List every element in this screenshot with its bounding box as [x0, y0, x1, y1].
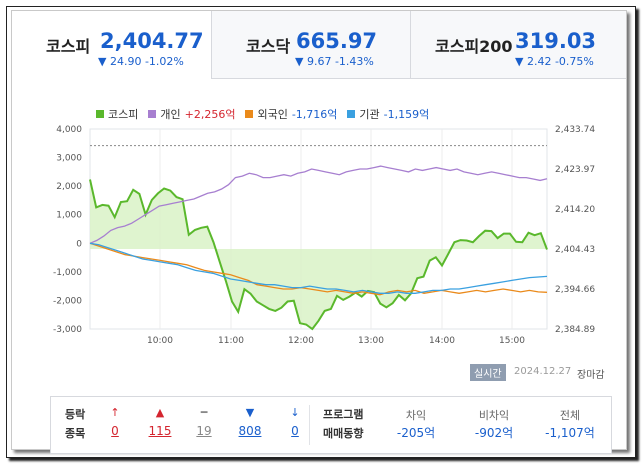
right-tick-label: 2,414.20 — [555, 205, 595, 215]
unchanged-count[interactable]: 19 — [196, 424, 212, 438]
total-value: -1,107억 — [545, 426, 595, 440]
tab-kosdaq[interactable]: 코스닥 665.97 ▼ 9.67 -1.43% — [211, 11, 411, 79]
unchanged-icon: ━ — [200, 406, 208, 419]
program-label-2: 매매동향 — [323, 427, 364, 440]
chart-legend: 코스피 개인 +2,256억 외국인 -1,716억 기관 -1,159억 — [96, 106, 429, 122]
index-tabs: 코스피 2,404.77 ▼ 24.90 -1.02% 코스닥 665.97 ▼… — [12, 11, 626, 79]
legend-individual-value: +2,256억 — [184, 108, 236, 121]
legend-foreign-value: -1,716억 — [291, 108, 338, 121]
tab-kospi200-change: ▼ 2.42 -0.75% — [515, 55, 594, 68]
x-tick-label: 11:00 — [218, 336, 244, 346]
limit-up-icon: ↑ — [110, 406, 120, 419]
legend-institution-value: -1,159억 — [383, 108, 430, 121]
left-tick-label: 1,000 — [56, 211, 82, 221]
x-tick-label: 15:00 — [499, 336, 525, 346]
non-arbitrage-value: -902억 — [474, 426, 514, 440]
arbitrage-value: -205억 — [396, 426, 436, 440]
tab-kospi-name: 코스피 — [46, 37, 91, 56]
outer-border — [6, 6, 636, 458]
legend-foreign-label: 외국인 — [257, 108, 288, 121]
legend-kospi-swatch — [96, 110, 104, 118]
tab-kospi200[interactable]: 코스피200 319.03 ▼ 2.42 -0.75% — [410, 11, 626, 79]
tab-kospi200-value: 319.03 — [515, 29, 597, 53]
program-label-1: 프로그램 — [323, 408, 364, 421]
fall-count[interactable]: 808 — [238, 424, 262, 438]
legend-institution-swatch — [347, 110, 356, 118]
legend-individual-swatch — [148, 110, 157, 118]
foreign-line — [89, 242, 548, 296]
left-tick-label: -3,000 — [53, 325, 82, 335]
kospi-area — [90, 179, 547, 329]
x-tick-label: 14:00 — [429, 336, 455, 346]
rise-icon: ▲ — [155, 406, 165, 419]
right-tick-label: 2,423.97 — [555, 165, 595, 175]
kospi-line — [89, 179, 548, 331]
legend-foreign-swatch — [245, 110, 254, 118]
legend-institution[interactable]: 기관 -1,159억 — [347, 106, 429, 122]
tab-kospi[interactable]: 코스피 2,404.77 ▼ 24.90 -1.02% — [12, 11, 211, 78]
limit-down-icon: ↓ — [290, 406, 300, 419]
x-tick-label: 13:00 — [358, 336, 384, 346]
limit-up-count[interactable]: 0 — [111, 424, 119, 438]
left-tick-label: 4,000 — [56, 125, 82, 135]
total-label: 전체 — [559, 409, 581, 422]
x-tick-label: 10:00 — [147, 336, 173, 346]
chart-date: 2024.12.27 — [514, 366, 572, 377]
right-tick-label: 2,404.43 — [555, 245, 595, 255]
fall-icon: ▼ — [245, 406, 255, 419]
limit-down-count[interactable]: 0 — [291, 424, 299, 438]
realtime-badge[interactable]: 실시간 — [470, 364, 506, 381]
legend-individual-label: 개인 — [160, 108, 181, 121]
legend-kospi[interactable]: 코스피 — [96, 106, 138, 122]
tab-kosdaq-name: 코스닥 — [246, 37, 291, 56]
left-tick-label: 0 — [76, 239, 82, 249]
legend-foreign[interactable]: 외국인 -1,716억 — [245, 106, 337, 122]
legend-individual[interactable]: 개인 +2,256억 — [148, 106, 235, 122]
arbitrage-label: 차익 — [405, 409, 427, 422]
market-status: 장마감 — [577, 370, 605, 381]
tab-kospi200-name: 코스피200 — [435, 37, 513, 56]
legend-kospi-label: 코스피 — [108, 108, 139, 121]
legend-institution-label: 기관 — [359, 108, 380, 121]
tab-kospi-change: ▼ 24.90 -1.02% — [98, 55, 184, 68]
right-tick-label: 2,384.89 — [555, 325, 595, 335]
left-tick-label: 2,000 — [56, 182, 82, 192]
market-breadth-panel: 등락 종목 ↑ 0 ▲ 115 ━ 19 ▼ 808 ↓ 0 프로그램 매매동향… — [50, 396, 612, 454]
right-tick-label: 2,394.66 — [555, 285, 595, 295]
tab-kosdaq-change: ▼ 9.67 -1.43% — [295, 55, 374, 68]
left-tick-label: 3,000 — [56, 154, 82, 164]
panel-divider — [309, 405, 310, 445]
market-widget: 코스피 2,404.77 ▼ 24.90 -1.02% 코스닥 665.97 ▼… — [11, 10, 627, 454]
individual-line — [89, 165, 548, 244]
breadth-label-2: 종목 — [65, 427, 86, 440]
rise-count[interactable]: 115 — [148, 424, 172, 438]
intraday-chart: 10:00 11:00 12:00 13:00 14:00 15:00 4,000 3,000… — [53, 125, 595, 346]
breadth-label-1: 등락 — [65, 408, 86, 421]
tab-kosdaq-value: 665.97 — [296, 29, 378, 53]
institution-line — [89, 242, 548, 294]
x-tick-label: 12:00 — [288, 336, 314, 346]
non-arbitrage-label: 비차익 — [478, 409, 510, 422]
tab-kospi-value: 2,404.77 — [100, 29, 204, 53]
right-tick-label: 2,433.74 — [555, 125, 595, 135]
left-tick-label: -2,000 — [53, 296, 82, 306]
left-tick-label: -1,000 — [53, 268, 82, 278]
